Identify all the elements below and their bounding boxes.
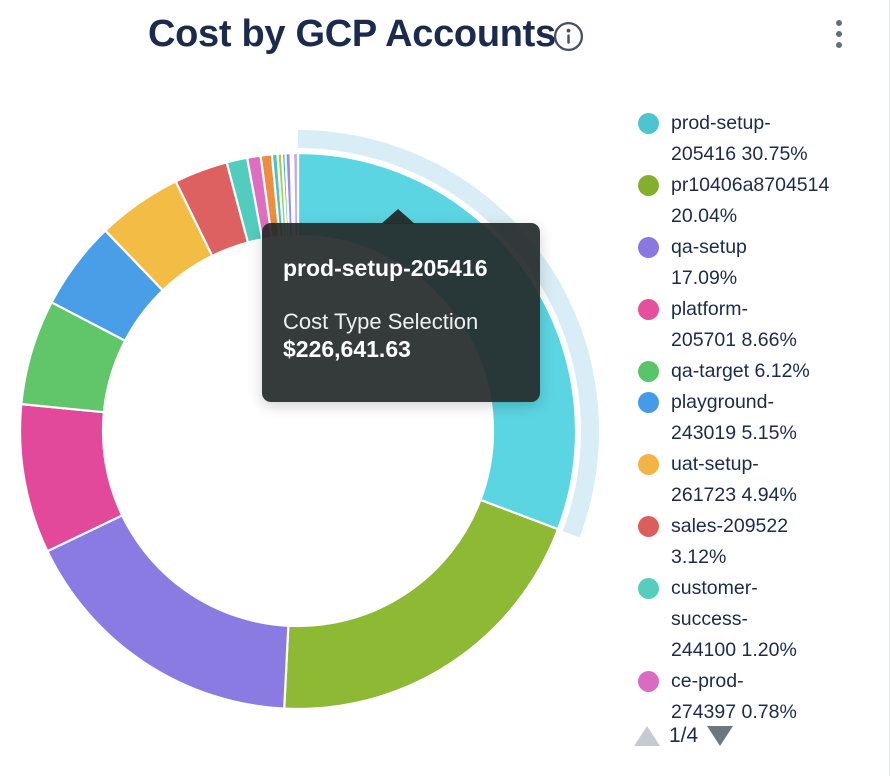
legend-label-line: 243019 5.15%	[671, 422, 797, 444]
legend-item-qa-setup[interactable]: qa-setup 17.09%	[636, 232, 888, 294]
legend-dot	[638, 113, 659, 134]
legend-dot	[638, 671, 659, 692]
tooltip-title: prod-setup-205416	[283, 255, 488, 281]
pie-slice-qa-setup[interactable]	[46, 514, 290, 710]
info-icon[interactable]	[553, 21, 584, 52]
legend-dot	[638, 361, 659, 382]
legend-label-line: 20.04%	[671, 205, 738, 227]
legend-item-uat-setup-261723[interactable]: uat-setup- 261723 4.94%	[636, 449, 888, 511]
legend-item-pr10406a8704514[interactable]: pr10406a8704514 20.04%	[636, 170, 888, 232]
legend-item-sales-209522[interactable]: sales-209522 3.12%	[636, 511, 888, 573]
page-title: Cost by GCP Accounts	[148, 13, 556, 55]
donut-chart[interactable]	[0, 111, 618, 751]
legend-label-line: platform-	[671, 298, 748, 320]
legend-label-line: 3.12%	[671, 546, 727, 568]
legend-item-customer-success-244100[interactable]: customer-success- 244100 1.20%	[636, 573, 888, 666]
tooltip-metric-label: Cost Type Selection	[283, 309, 479, 334]
legend-item-platform-205701[interactable]: platform- 205701 8.66%	[636, 294, 888, 356]
legend-label-line: prod-setup-	[671, 112, 771, 134]
tooltip-metric-value: $226,641.63	[283, 336, 411, 362]
legend-label-line: 205416 30.75%	[671, 143, 808, 165]
legend-label-line: 205701 8.66%	[671, 329, 797, 351]
legend-label-line: success-	[671, 608, 748, 630]
legend-label-line: 261723 4.94%	[671, 484, 797, 506]
legend-dot	[638, 299, 659, 320]
legend-page-up-icon[interactable]	[634, 726, 660, 746]
tooltip-arrow	[381, 209, 415, 224]
legend-item-qa-target[interactable]: qa-target 6.12%	[636, 356, 888, 387]
kebab-menu-icon[interactable]	[835, 20, 843, 53]
legend-label-line: 17.09%	[671, 267, 738, 289]
legend-page-indicator: 1/4	[669, 724, 699, 747]
legend-dot	[638, 237, 659, 258]
legend-item-playground-243019[interactable]: playground- 243019 5.15%	[636, 387, 888, 449]
legend-label-line: uat-setup-	[671, 453, 759, 475]
chart-tooltip: prod-setup-205416 Cost Type Selection $2…	[262, 209, 540, 402]
legend-dot	[638, 175, 659, 196]
legend-dot	[638, 578, 659, 599]
chart-legend: prod-setup- 205416 30.75% pr10406a8704514 2…	[636, 108, 888, 718]
legend-label-line: qa-setup	[671, 236, 747, 258]
legend-label-line: qa-target 6.12%	[671, 360, 810, 382]
legend-label-line: 244100 1.20%	[671, 639, 797, 661]
legend-label-line: customer-	[671, 577, 758, 599]
legend-pagination: 1/4	[634, 724, 734, 748]
legend-item-prod-setup-205416[interactable]: prod-setup- 205416 30.75%	[636, 108, 888, 170]
legend-label-line: pr10406a8704514	[671, 174, 830, 196]
pie-slice-pr10406a8704514[interactable]	[283, 498, 560, 711]
legend-item-ce-prod-274397[interactable]: ce-prod- 274397 0.78%	[636, 666, 888, 718]
legend-label-line: sales-209522	[671, 515, 789, 537]
legend-label-line: 274397 0.78%	[671, 701, 797, 718]
legend-label-line: ce-prod-	[671, 670, 744, 692]
legend-dot	[638, 392, 659, 413]
legend-page-down-icon[interactable]	[707, 726, 734, 746]
legend-label-line: playground-	[671, 391, 774, 413]
legend-dot	[638, 516, 659, 537]
legend-dot	[638, 454, 659, 475]
